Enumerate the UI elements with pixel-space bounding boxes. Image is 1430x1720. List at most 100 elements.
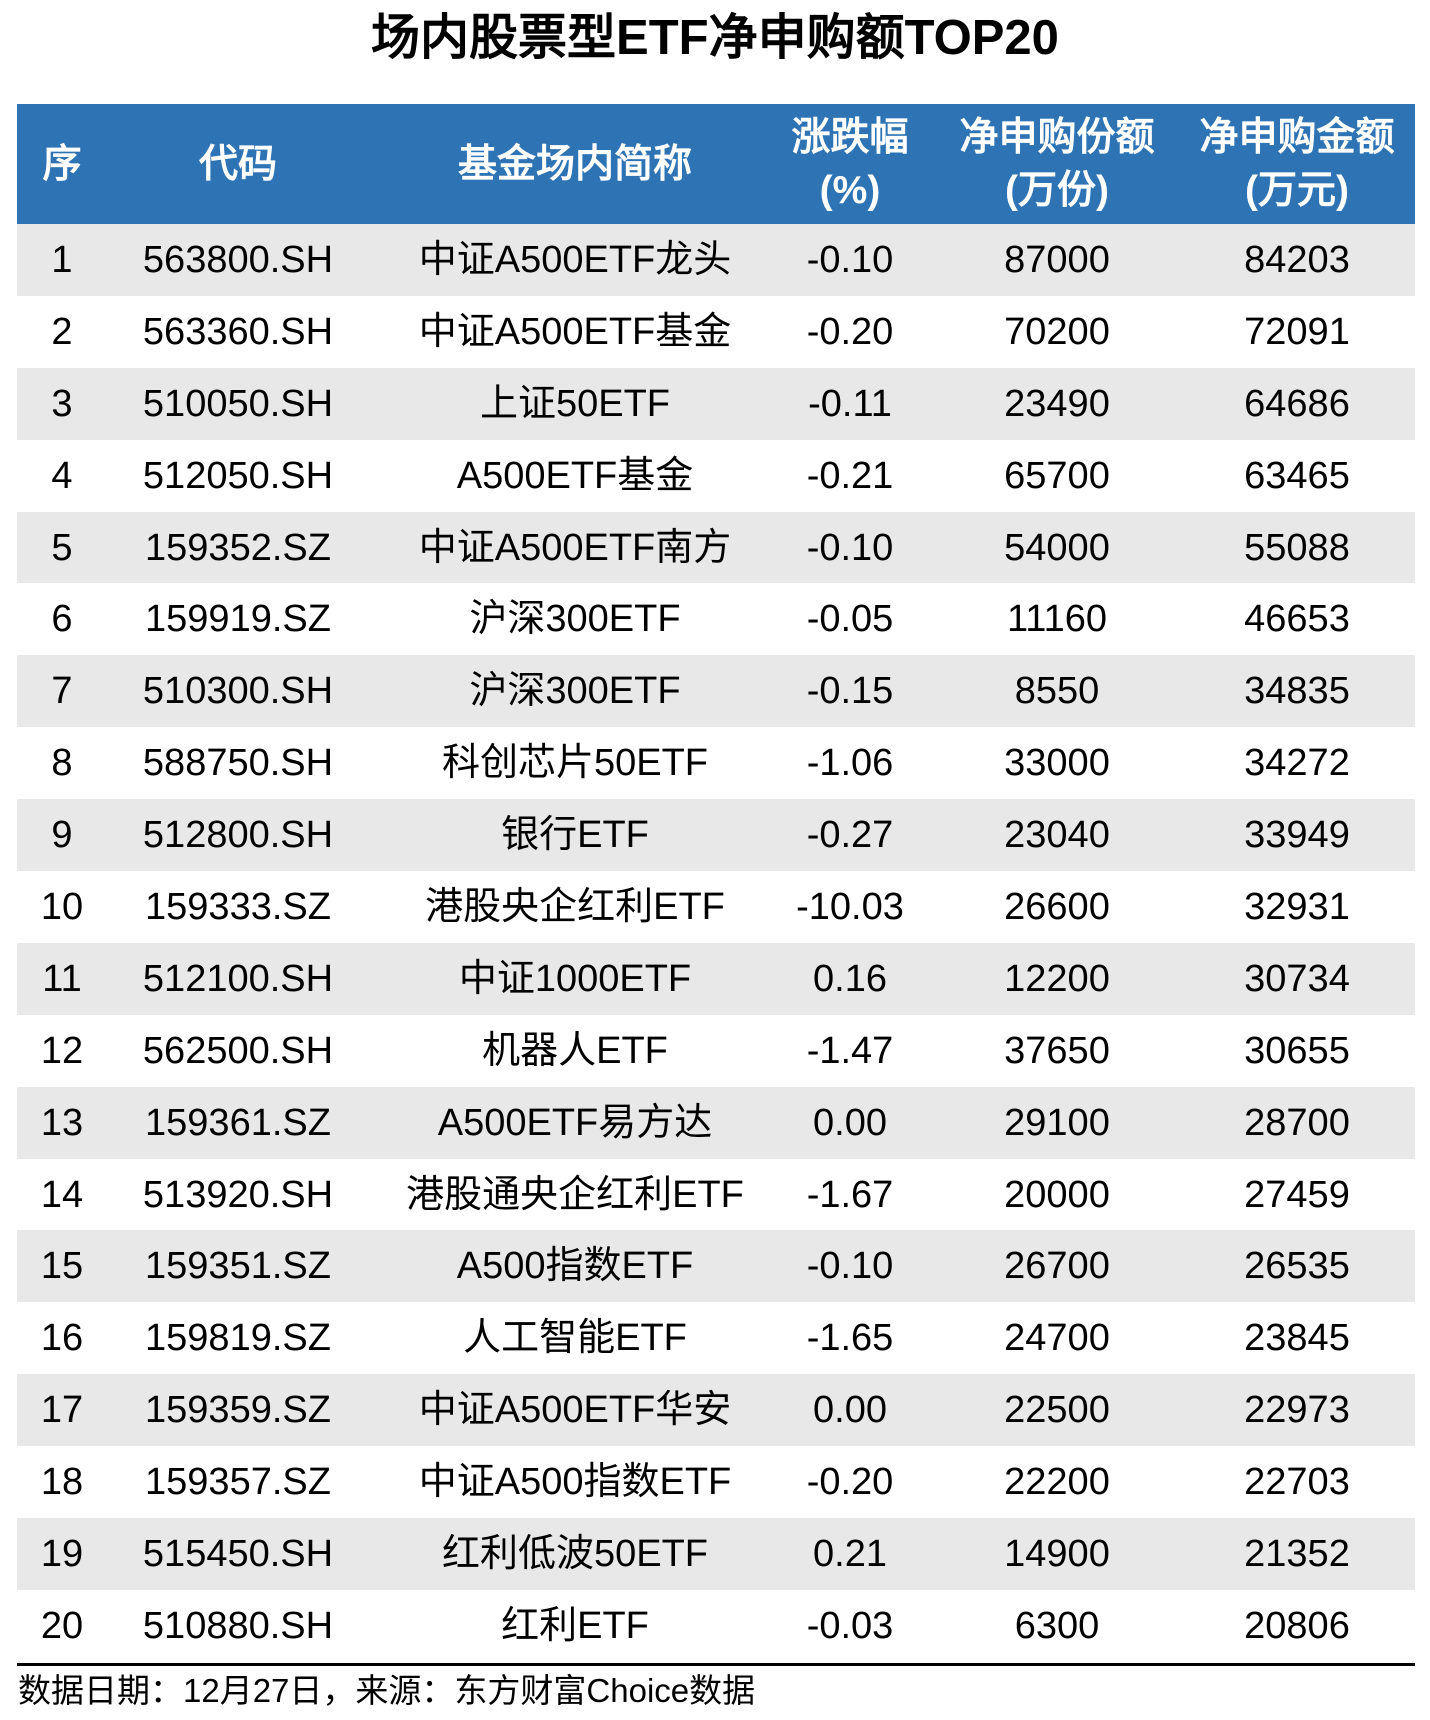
cell-shares: 11160: [1006, 598, 1108, 641]
table-row: 16 159819.SZ 人工智能ETF -1.65 24700 23845: [17, 1302, 1415, 1374]
cell-name: A500指数ETF: [456, 1245, 694, 1288]
cell-shares: 26700: [1004, 1245, 1110, 1288]
cell-rank: 8: [51, 742, 73, 785]
cell-code: 510300.SH: [142, 670, 334, 713]
cell-code: 510880.SH: [142, 1604, 334, 1647]
cell-rank: 11: [42, 957, 82, 1000]
cell-code: 515450.SH: [142, 1532, 334, 1575]
cell-change: 0.16: [813, 957, 887, 1000]
cell-code: 588750.SH: [142, 742, 334, 785]
cell-code: 159359.SZ: [145, 1389, 331, 1432]
table-row: 19 515450.SH 红利低波50ETF 0.21 14900 21352: [17, 1518, 1415, 1590]
cell-rank: 19: [40, 1532, 84, 1575]
cell-shares: 20000: [1004, 1173, 1110, 1216]
cell-amount: 30655: [1244, 1029, 1350, 1072]
column-header-shares: 净申购份额 (万份): [919, 104, 1195, 224]
column-header-change: 涨跌幅 (%): [781, 104, 919, 224]
cell-rank: 4: [51, 454, 73, 497]
cell-name: 红利低波50ETF: [441, 1532, 709, 1575]
cell-name: 科创芯片50ETF: [441, 742, 709, 785]
cell-amount: 26535: [1244, 1245, 1350, 1288]
table-row: 18 159357.SZ 中证A500指数ETF -0.20 22200 227…: [17, 1446, 1415, 1518]
cell-name: 中证A500ETF南方: [418, 526, 732, 569]
table-row: 20 510880.SH 红利ETF -0.03 6300 20806: [17, 1590, 1415, 1662]
cell-shares: 23490: [1004, 382, 1110, 425]
cell-amount: 34835: [1244, 670, 1350, 713]
cell-shares: 33000: [1004, 742, 1110, 785]
cell-code: 512050.SH: [142, 454, 334, 497]
column-header-rank-label: 序: [42, 142, 82, 186]
table-row: 12 562500.SH 机器人ETF -1.47 37650 30655: [17, 1015, 1415, 1087]
column-header-amount-label: 净申购金额: [1199, 116, 1395, 159]
column-header-shares-unit: (万份): [1005, 169, 1109, 212]
column-header-change-unit: (%): [819, 169, 881, 212]
column-header-code-label: 代码: [198, 142, 277, 186]
column-header-rank: 序: [17, 104, 107, 224]
cell-shares: 14900: [1004, 1532, 1110, 1575]
cell-name: 红利ETF: [501, 1604, 649, 1647]
cell-rank: 7: [51, 670, 73, 713]
cell-shares: 8550: [1014, 670, 1100, 713]
cell-name: 中证1000ETF: [458, 957, 692, 1000]
cell-code: 159333.SZ: [145, 885, 331, 928]
cell-name: 中证A500ETF龙头: [418, 238, 732, 281]
etf-net-subscription-table: 序 代码 基金场内简称 涨跌幅 (%) 净申购份额 (万份) 净申购金额 (万元) 1…: [17, 104, 1415, 1662]
cell-change: 0.00: [813, 1389, 887, 1432]
cell-code: 512800.SH: [142, 814, 334, 857]
cell-code: 159357.SZ: [145, 1461, 331, 1504]
cell-code: 159919.SZ: [145, 598, 331, 641]
cell-shares: 22200: [1004, 1461, 1110, 1504]
cell-change: -0.21: [806, 454, 894, 497]
table-bottom-rule: [17, 1663, 1415, 1666]
cell-rank: 20: [40, 1604, 84, 1647]
data-source-note: 数据日期：12月27日，来源：东方财富Choice数据: [18, 1672, 756, 1709]
column-header-shares-label: 净申购份额: [959, 116, 1155, 159]
cell-code: 159351.SZ: [145, 1245, 331, 1288]
cell-name: 中证A500指数ETF: [418, 1461, 732, 1504]
cell-rank: 18: [40, 1461, 84, 1504]
cell-amount: 72091: [1244, 310, 1350, 353]
table-row: 10 159333.SZ 港股央企红利ETF -10.03 26600 3293…: [17, 871, 1415, 943]
table-row: 3 510050.SH 上证50ETF -0.11 23490 64686: [17, 367, 1415, 440]
cell-amount: 33949: [1244, 814, 1350, 857]
cell-code: 513920.SH: [142, 1173, 334, 1216]
cell-change: -0.20: [806, 1461, 894, 1504]
cell-shares: 26600: [1004, 885, 1110, 928]
cell-rank: 12: [40, 1029, 84, 1072]
table-header: 序 代码 基金场内简称 涨跌幅 (%) 净申购份额 (万份) 净申购金额 (万元): [17, 104, 1415, 224]
table-row: 5 159352.SZ 中证A500ETF南方 -0.10 54000 5508…: [17, 511, 1415, 584]
cell-rank: 14: [40, 1173, 84, 1216]
table-body: 1 563800.SH 中证A500ETF龙头 -0.10 87000 8420…: [17, 224, 1415, 1662]
cell-name: A500ETF基金: [456, 454, 694, 497]
cell-shares: 24700: [1004, 1317, 1110, 1360]
cell-amount: 23845: [1244, 1317, 1350, 1360]
table-row: 17 159359.SZ 中证A500ETF华安 0.00 22500 2297…: [17, 1374, 1415, 1447]
cell-rank: 9: [51, 814, 73, 857]
cell-amount: 63465: [1244, 454, 1350, 497]
table-row: 9 512800.SH 银行ETF -0.27 23040 33949: [17, 799, 1415, 872]
table-header-row: 序 代码 基金场内简称 涨跌幅 (%) 净申购份额 (万份) 净申购金额 (万元): [17, 104, 1415, 224]
cell-amount: 21352: [1244, 1532, 1350, 1575]
cell-change: -0.20: [806, 310, 894, 353]
cell-amount: 46653: [1244, 598, 1350, 641]
cell-rank: 13: [40, 1101, 84, 1144]
cell-name: 中证A500ETF华安: [418, 1389, 732, 1432]
cell-amount: 27459: [1244, 1173, 1350, 1216]
cell-change: -1.67: [806, 1173, 894, 1216]
cell-name: 中证A500ETF基金: [418, 310, 732, 353]
cell-name: 沪深300ETF: [469, 670, 681, 713]
cell-name: 银行ETF: [501, 814, 649, 857]
cell-shares: 65700: [1004, 454, 1110, 497]
cell-change: -1.47: [806, 1029, 894, 1072]
cell-rank: 5: [51, 526, 73, 569]
cell-change: -0.15: [806, 670, 894, 713]
cell-rank: 10: [40, 885, 84, 928]
cell-rank: 1: [51, 238, 73, 281]
column-header-code: 代码: [107, 104, 369, 224]
cell-change: -0.03: [806, 1604, 894, 1647]
table-row: 13 159361.SZ A500ETF易方达 0.00 29100 28700: [17, 1086, 1415, 1159]
cell-change: -0.05: [806, 598, 894, 641]
cell-change: 0.00: [813, 1101, 887, 1144]
cell-amount: 84203: [1244, 238, 1350, 281]
cell-name: 港股央企红利ETF: [425, 885, 725, 928]
